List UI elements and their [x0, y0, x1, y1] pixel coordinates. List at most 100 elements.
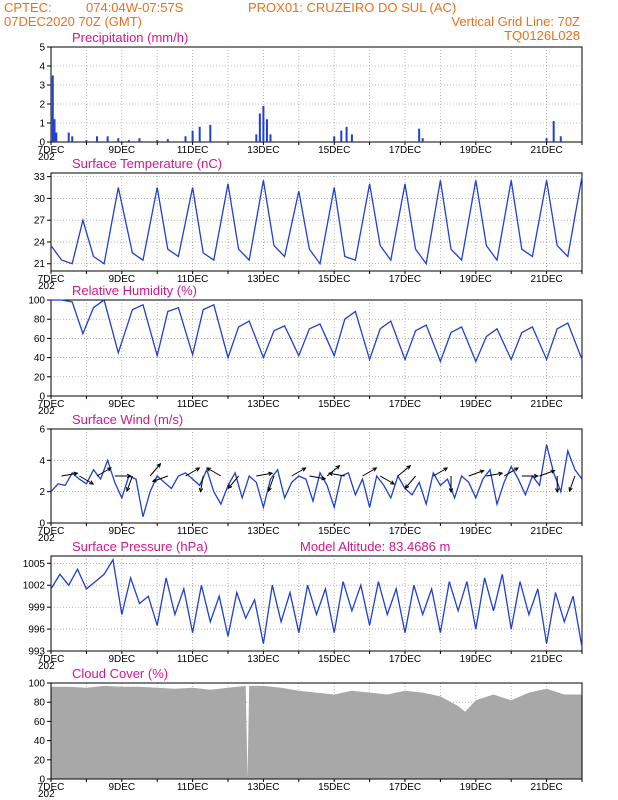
precip-bar	[117, 138, 120, 142]
y-tick-label: 6	[39, 425, 45, 436]
wind-arrow-head	[327, 471, 334, 476]
panel-rh: 0 20 40 60 80 100 7DEC 9DEC 11DEC 13DEC 15DEC 17DEC…	[28, 283, 583, 417]
wind-arrow	[256, 472, 273, 477]
x-tick-label: 7DEC	[38, 274, 65, 285]
precip-bar	[545, 138, 548, 142]
x-tick-label: 19DEC	[460, 274, 492, 285]
wind-arrow	[126, 475, 133, 492]
panel-precip: 0 1 2 3 4 5 7DEC 9DEC 11DEC 13DEC 15DEC 17DEC 19DEC 2…	[38, 30, 583, 163]
y-tick-label: 33	[34, 172, 46, 183]
panel-frame	[50, 555, 583, 652]
precip-bar	[106, 136, 109, 142]
wind-arrow	[268, 475, 275, 492]
year-label: 202	[38, 281, 55, 292]
series-line-rh	[51, 298, 583, 364]
panel-temp: 21 24 27 30 33 7DEC 9DEC 11DEC 13DEC 15DEC 17DEC 19…	[34, 156, 583, 292]
wind-arrow-head	[206, 467, 212, 472]
series-line-wind	[50, 444, 583, 517]
x-tick-label: 17DEC	[389, 274, 421, 285]
header-source: CPTEC:	[4, 0, 52, 15]
wind-arrow-head	[227, 484, 233, 490]
x-tick-label: 15DEC	[318, 145, 350, 156]
wind-arrow	[433, 467, 448, 477]
precip-bar	[198, 126, 201, 142]
wind-arrow	[468, 470, 484, 477]
header-model: TQ0126L028	[504, 28, 580, 43]
x-tick-label: 15DEC	[318, 399, 350, 410]
x-tick-label: 9DEC	[108, 145, 135, 156]
precip-bar	[96, 136, 99, 142]
precip-bar	[53, 119, 56, 142]
wind-arrow-head	[404, 484, 410, 490]
wind-arrow-head	[550, 469, 556, 474]
x-tick-label: 15DEC	[318, 654, 350, 665]
wind-arrow-head	[126, 487, 131, 493]
x-tick-label: 21DEC	[530, 399, 562, 410]
x-tick-label: 9DEC	[108, 654, 135, 665]
header-grid-line: Vertical Grid Line: 70Z	[451, 14, 580, 29]
y-tick-label: 2	[39, 100, 45, 111]
wind-arrow	[379, 475, 395, 485]
x-tick-label: 15DEC	[318, 782, 350, 793]
wind-arrow	[199, 475, 204, 492]
y-tick-label: 4	[39, 456, 45, 467]
wind-arrow	[79, 475, 94, 485]
x-tick-label: 21DEC	[530, 145, 562, 156]
precip-bar	[333, 136, 336, 142]
panel-title-pres: Surface Pressure (hPa)	[72, 539, 208, 554]
y-tick-label: 4	[39, 62, 45, 73]
wind-arrow	[486, 472, 503, 477]
wind-arrow-head	[126, 473, 132, 479]
y-tick-label: 996	[28, 625, 45, 636]
year-label: 202	[38, 533, 55, 544]
x-tick-label: 19DEC	[460, 782, 492, 793]
wind-arrow-head	[568, 487, 573, 493]
x-tick-label: 17DEC	[389, 399, 421, 410]
year-label: 202	[38, 406, 55, 417]
series-line-temp	[50, 176, 583, 266]
panel-pres: 993 996 999 1002 1005 7DEC 9DEC 11DEC 13DEC 15DEC…	[23, 539, 583, 672]
wind-arrow	[362, 467, 377, 477]
precip-bar	[258, 113, 261, 142]
header-station: PROX01: CRUZEIRO DO SUL (AC)	[248, 0, 456, 15]
x-tick-label: 17DEC	[389, 654, 421, 665]
wind-arrow-head	[301, 467, 307, 472]
wind-arrow	[568, 475, 576, 492]
header-run-time: 07DEC2020 70Z (GMT)	[4, 14, 142, 29]
y-tick-label: 20	[34, 372, 46, 383]
cloud-cover-area	[51, 685, 582, 779]
precip-bar	[209, 124, 212, 142]
precip-bar	[265, 119, 268, 142]
wind-arrow	[328, 472, 345, 477]
x-tick-label: 19DEC	[460, 145, 492, 156]
precip-bar	[71, 136, 74, 142]
y-tick-label: 80	[34, 315, 46, 326]
precip-bar	[156, 140, 159, 142]
y-tick-label: 0	[39, 392, 45, 403]
x-tick-label: 11DEC	[177, 399, 209, 410]
wind-arrow-head	[195, 467, 201, 472]
precip-bar	[418, 128, 421, 142]
y-tick-label: 27	[34, 216, 46, 227]
x-tick-label: 13DEC	[247, 274, 279, 285]
wind-arrow	[227, 475, 240, 489]
x-tick-label: 13DEC	[247, 782, 279, 793]
wind-arrow	[185, 467, 200, 477]
y-tick-label: 40	[34, 353, 46, 364]
wind-arrow-head	[156, 462, 162, 468]
y-tick-label: 0	[39, 775, 45, 786]
x-tick-label: 13DEC	[247, 526, 279, 537]
precip-bar	[255, 134, 258, 142]
x-tick-label: 15DEC	[318, 274, 350, 285]
precip-bar	[345, 126, 348, 142]
panel-title-rh: Relative Humidity (%)	[72, 283, 197, 298]
precip-bar	[67, 132, 70, 142]
x-tick-label: 15DEC	[318, 526, 350, 537]
wind-arrow-head	[321, 476, 327, 481]
x-tick-label: 19DEC	[460, 526, 492, 537]
wind-arrow	[309, 475, 326, 480]
wind-arrow-head	[268, 471, 274, 476]
panel-title-precip: Precipitation (mm/h)	[72, 30, 188, 45]
precip-bar	[166, 139, 169, 142]
